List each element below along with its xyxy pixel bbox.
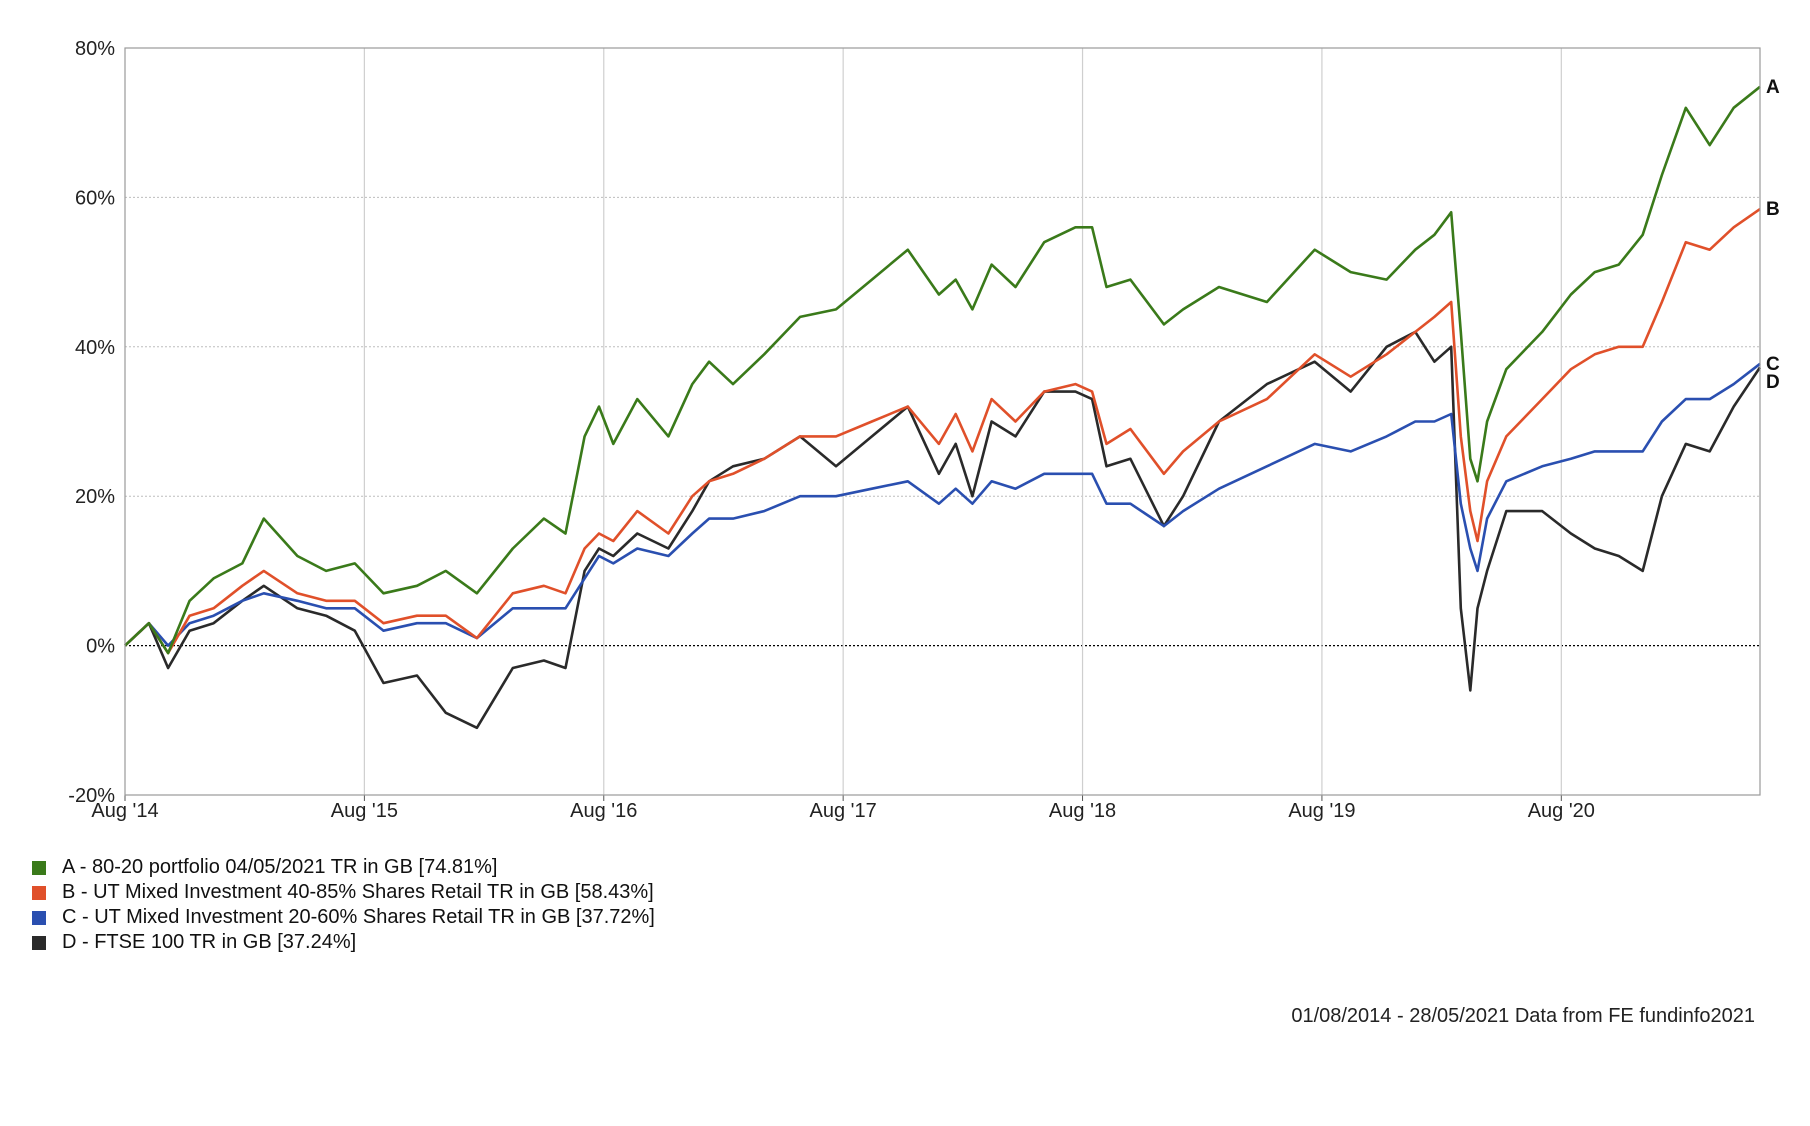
series-layer [124,85,1762,730]
grid-layer [125,47,1760,795]
data-source-note: 01/08/2014 - 28/05/2021 Data from FE fun… [1291,1005,1755,1027]
y-tick-label: 0% [86,636,115,658]
legend-label-a: A - 80-20 portfolio 04/05/2021 TR in GB … [62,856,498,878]
performance-chart: 80% 60% 40% 20% 0% -20%Aug '14 Aug '15 Aug '16 A… [68,38,1780,822]
x-tick-label: Aug '18 [1049,800,1116,822]
legend-label-d: D - FTSE 100 TR in GB [37.24%] [62,931,357,953]
chart-legend: A - 80-20 portfolio 04/05/2021 TR in GB … [32,855,655,955]
series-end-label-a: A [1766,77,1780,98]
legend-item-b: B - UT Mixed Investment 40-85% Shares Re… [32,880,655,905]
legend-item-a: A - 80-20 portfolio 04/05/2021 TR in GB … [32,855,655,880]
legend-label-b: B - UT Mixed Investment 40-85% Shares Re… [62,881,654,903]
legend-swatch-a [32,860,46,875]
x-tick-label: Aug '20 [1528,800,1595,822]
x-tick-label: Aug '16 [570,800,637,822]
legend-item-d: D - FTSE 100 TR in GB [37.24%] [32,930,655,955]
series-line-d [124,330,1762,730]
series-line-b [124,208,1761,655]
y-tick-label: 60% [75,187,115,209]
legend-swatch-b [32,885,46,900]
x-tick-label: Aug '14 [91,800,158,822]
series-line-a [124,85,1761,655]
series-end-label-b: B [1766,199,1780,220]
plot-frame [124,47,1761,796]
series-end-label-d: D [1766,372,1780,393]
y-tick-label: 20% [75,486,115,508]
series-line-c [124,362,1761,647]
y-tick-label: -20% [68,785,115,807]
legend-swatch-d [32,935,46,950]
series-end-label-c: C [1766,354,1780,375]
legend-swatch-c [32,910,46,925]
x-tick-label: Aug '15 [331,800,398,822]
y-tick-label: 40% [75,337,115,359]
legend-item-c: C - UT Mixed Investment 20-60% Shares Re… [32,905,655,930]
y-tick-label: 80% [75,38,115,60]
axis-layer [124,47,1761,801]
label-layer: 80% 60% 40% 20% 0% -20%Aug '14 Aug '15 Aug '16 A… [68,38,1780,822]
x-tick-label: Aug '17 [810,800,877,822]
x-tick-label: Aug '19 [1288,800,1355,822]
legend-label-c: C - UT Mixed Investment 20-60% Shares Re… [62,906,655,928]
